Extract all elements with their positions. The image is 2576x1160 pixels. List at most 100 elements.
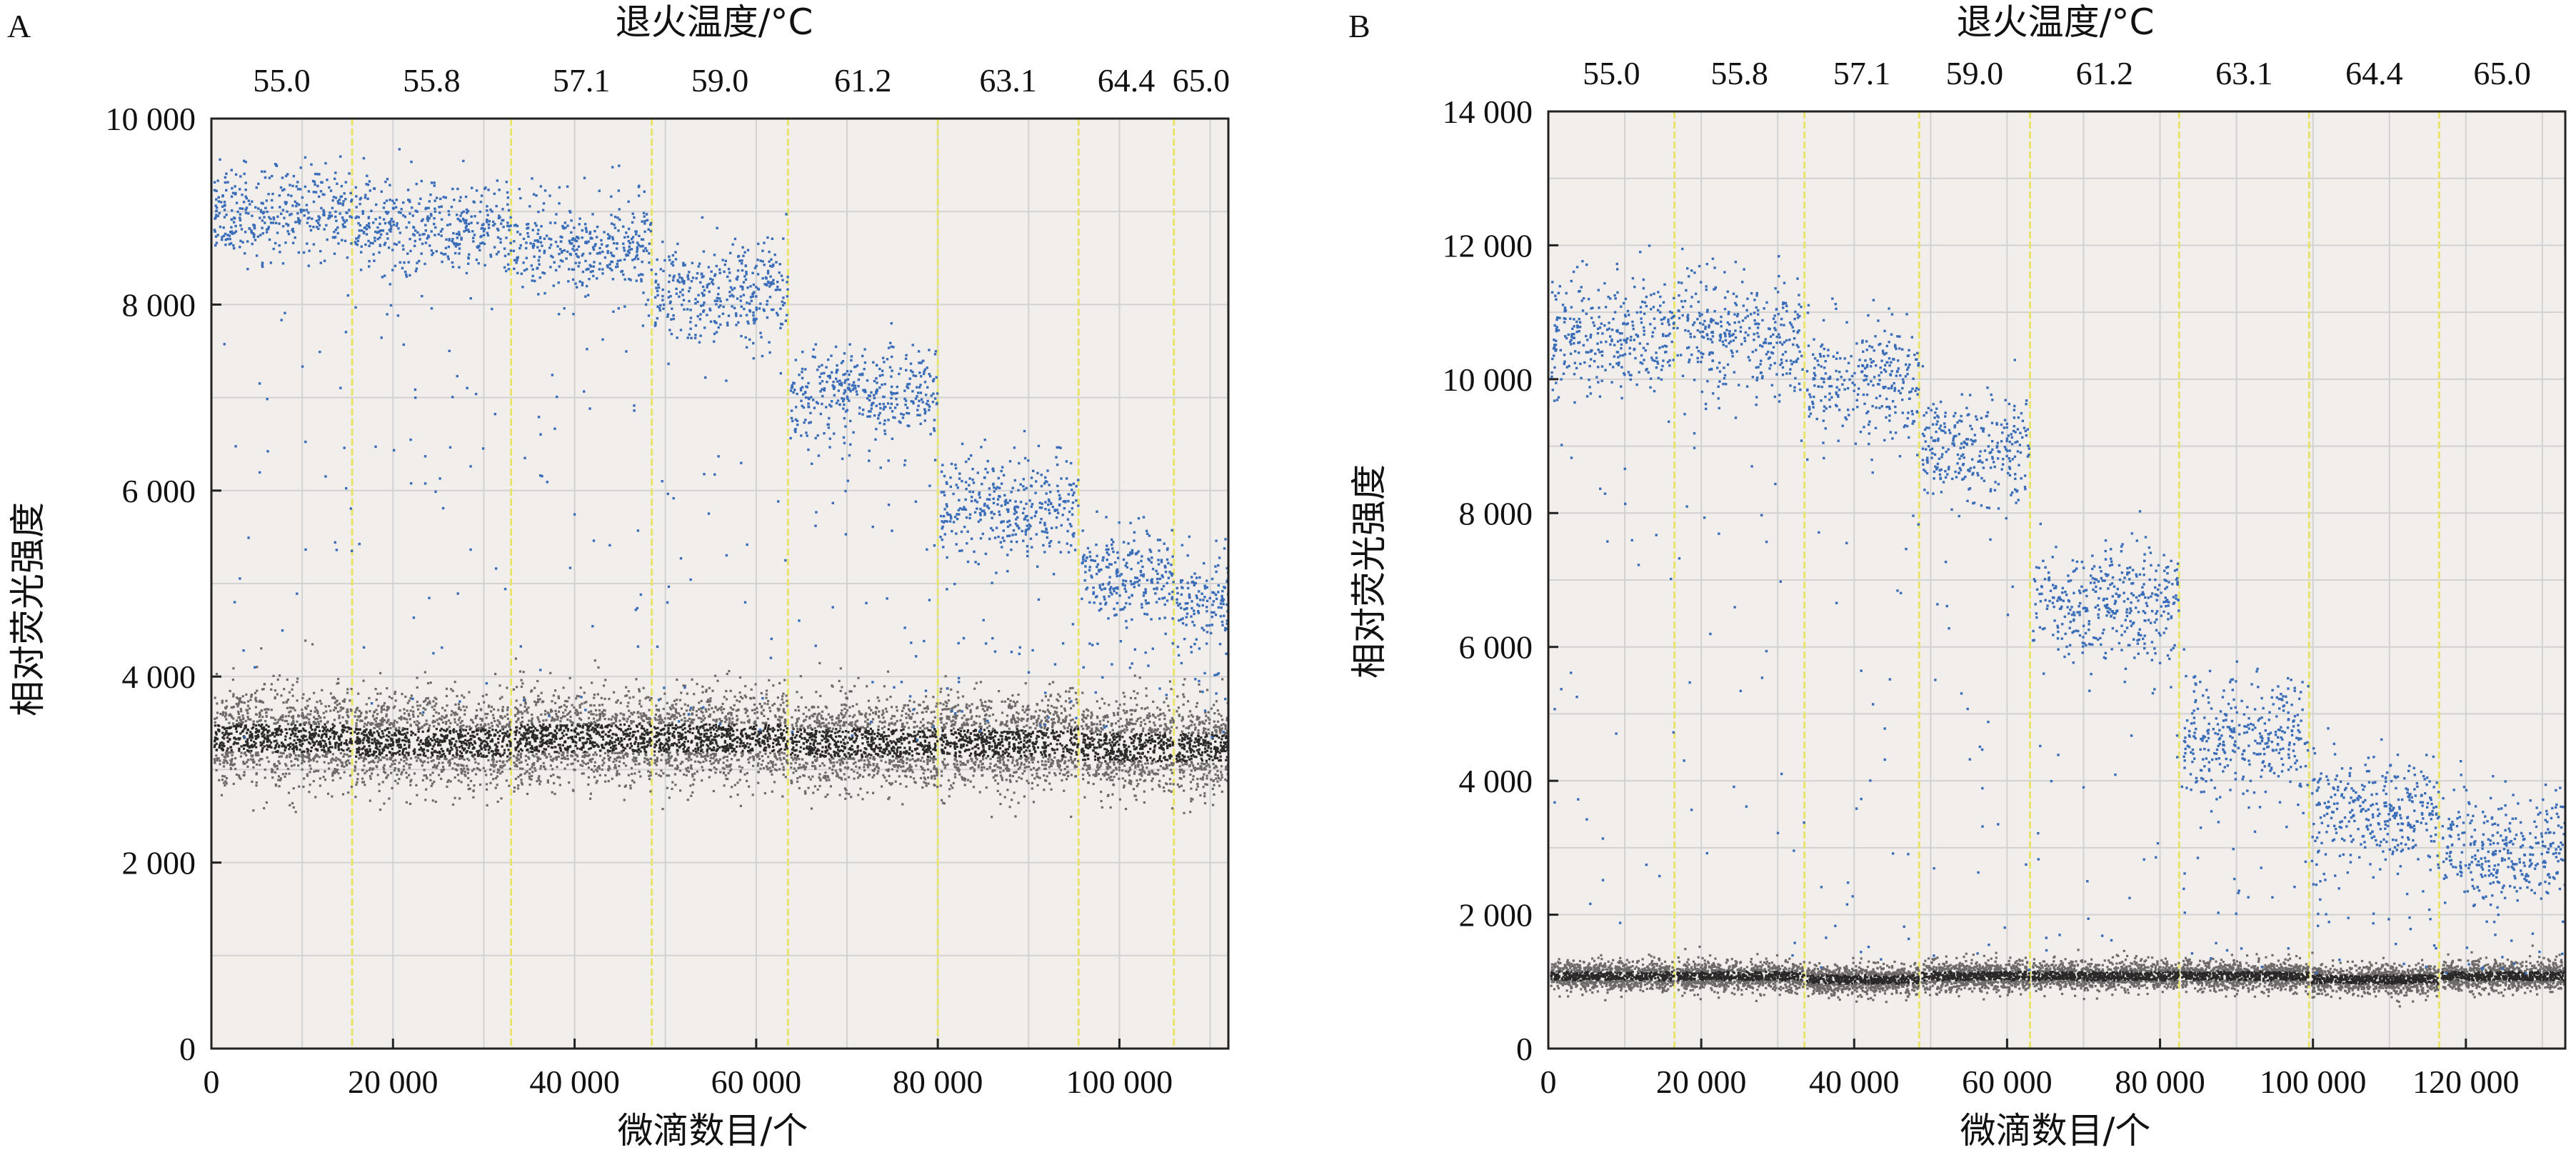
negative-droplet [293,764,296,766]
negative-droplet [840,776,843,779]
negative-droplet [267,725,270,728]
negative-droplet [556,731,558,734]
negative-droplet [808,733,811,736]
negative-droplet [394,691,396,694]
negative-droplet [410,694,413,697]
negative-droplet [714,674,717,677]
negative-droplet [581,724,585,727]
negative-droplet [524,736,527,739]
negative-droplet [462,741,465,744]
negative-droplet [586,761,590,765]
negative-droplet [612,761,615,764]
negative-droplet [571,736,573,739]
negative-droplet [642,740,645,743]
negative-droplet [519,704,522,706]
negative-droplet [587,766,590,769]
negative-droplet [930,777,933,780]
negative-droplet [365,710,368,714]
negative-droplet [465,742,468,745]
negative-droplet [843,714,846,717]
negative-droplet [437,712,440,715]
negative-droplet [619,712,622,715]
negative-droplet [483,746,486,749]
negative-droplet [531,734,534,737]
negative-droplet [498,721,501,724]
negative-droplet [322,711,325,714]
negative-droplet [796,718,798,721]
negative-droplet [463,747,466,750]
negative-droplet [460,725,463,728]
negative-droplet [552,774,555,776]
negative-droplet [851,705,854,708]
negative-droplet [214,761,216,764]
negative-droplet [578,747,581,751]
negative-droplet [506,686,508,689]
negative-droplet [231,679,234,681]
negative-droplet [364,716,367,719]
negative-droplet [741,751,744,754]
negative-droplet [720,706,723,709]
negative-droplet [363,745,366,748]
negative-droplet [646,759,649,761]
negative-droplet [887,743,890,746]
negative-droplet [726,759,728,762]
negative-droplet [341,793,345,796]
negative-droplet [467,746,470,749]
negative-droplet [281,743,284,746]
negative-droplet [527,732,530,735]
negative-droplet [277,729,280,731]
negative-droplet [703,716,706,720]
negative-droplet [530,690,533,693]
negative-droplet [856,746,859,749]
negative-droplet [741,755,743,758]
negative-droplet [338,716,341,719]
negative-droplet [269,741,273,744]
negative-droplet [251,727,254,730]
negative-droplet [358,757,361,760]
negative-droplet [889,696,892,699]
negative-droplet [766,739,769,741]
negative-droplet [494,776,498,780]
negative-droplet [255,754,258,757]
negative-droplet [378,722,381,725]
negative-droplet [496,749,500,752]
negative-droplet [664,742,667,745]
negative-droplet [554,735,558,738]
negative-droplet [616,726,618,729]
negative-droplet [622,717,625,720]
negative-droplet [811,751,814,754]
negative-droplet [409,709,412,712]
negative-droplet [622,733,625,736]
negative-droplet [578,704,581,706]
negative-droplet [387,744,390,746]
negative-droplet [641,746,644,749]
negative-droplet [407,751,410,754]
negative-droplet [238,776,241,779]
negative-droplet [790,781,793,784]
negative-droplet [328,705,331,708]
negative-droplet [879,737,882,741]
negative-droplet [752,728,755,731]
negative-droplet [629,727,632,730]
negative-droplet [473,740,476,743]
negative-droplet [838,679,841,682]
negative-droplet [902,706,905,709]
negative-droplet [691,709,695,711]
negative-droplet [808,736,811,739]
negative-droplet [553,746,556,749]
negative-droplet [811,728,813,731]
negative-droplet [474,761,477,764]
negative-droplet [888,774,891,777]
negative-droplet [357,738,360,741]
negative-droplet [342,706,345,709]
negative-droplet [489,734,492,736]
negative-droplet [229,732,231,735]
negative-droplet [608,724,611,726]
negative-droplet [687,759,690,762]
negative-droplet [710,754,713,756]
negative-droplet [478,749,481,752]
negative-droplet [653,746,656,749]
negative-droplet [514,777,517,780]
negative-droplet [593,731,596,734]
negative-droplet [845,755,848,758]
